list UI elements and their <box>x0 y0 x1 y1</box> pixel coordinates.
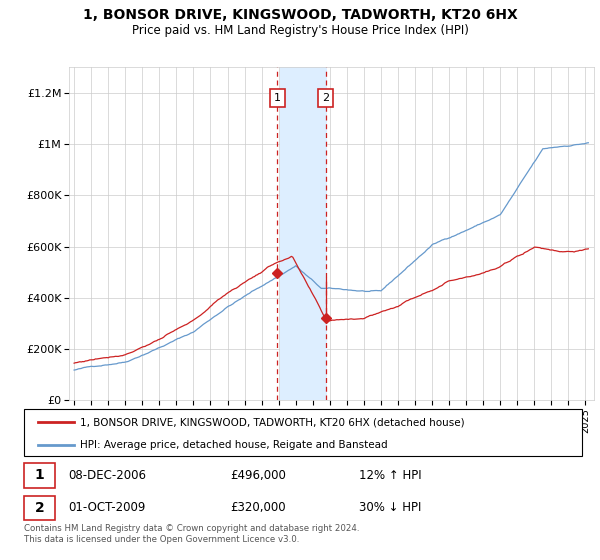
Text: £320,000: £320,000 <box>230 501 286 515</box>
Text: Price paid vs. HM Land Registry's House Price Index (HPI): Price paid vs. HM Land Registry's House … <box>131 24 469 37</box>
Bar <box>280 67 327 400</box>
Text: 08-DEC-2006: 08-DEC-2006 <box>68 469 146 482</box>
Text: 1: 1 <box>274 93 281 103</box>
Text: 2: 2 <box>322 93 329 103</box>
Text: HPI: Average price, detached house, Reigate and Banstead: HPI: Average price, detached house, Reig… <box>80 440 388 450</box>
FancyBboxPatch shape <box>24 463 55 488</box>
Text: 01-OCT-2009: 01-OCT-2009 <box>68 501 146 515</box>
Text: 1: 1 <box>34 468 44 482</box>
Text: 30% ↓ HPI: 30% ↓ HPI <box>359 501 421 515</box>
Text: 2: 2 <box>34 501 44 515</box>
FancyBboxPatch shape <box>24 496 55 520</box>
Text: Contains HM Land Registry data © Crown copyright and database right 2024.
This d: Contains HM Land Registry data © Crown c… <box>24 524 359 544</box>
Text: 1, BONSOR DRIVE, KINGSWOOD, TADWORTH, KT20 6HX (detached house): 1, BONSOR DRIVE, KINGSWOOD, TADWORTH, KT… <box>80 417 464 427</box>
Text: £496,000: £496,000 <box>230 469 286 482</box>
FancyBboxPatch shape <box>24 409 582 456</box>
Text: 1, BONSOR DRIVE, KINGSWOOD, TADWORTH, KT20 6HX: 1, BONSOR DRIVE, KINGSWOOD, TADWORTH, KT… <box>83 8 517 22</box>
Text: 12% ↑ HPI: 12% ↑ HPI <box>359 469 421 482</box>
